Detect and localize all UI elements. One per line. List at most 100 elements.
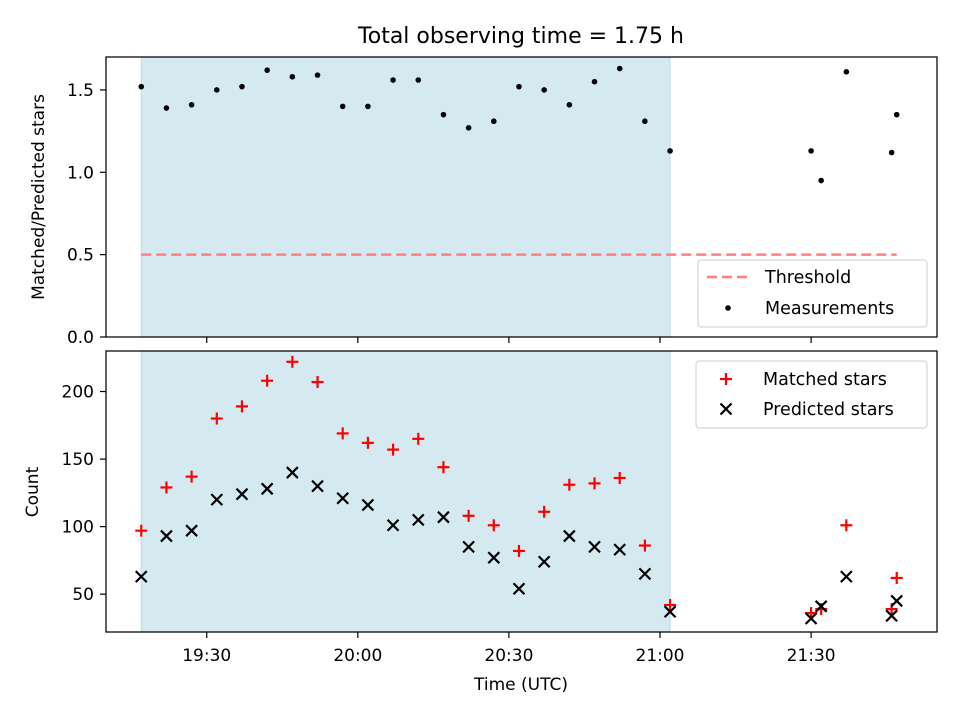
legend-predicted-label: Predicted stars bbox=[763, 400, 894, 420]
x-tick-label: 21:00 bbox=[636, 646, 685, 666]
measurement-point bbox=[591, 78, 598, 85]
measurement-point bbox=[516, 83, 522, 90]
measurement-point bbox=[667, 148, 673, 154]
predicted-star-point bbox=[134, 570, 148, 583]
top-shade-layer bbox=[140, 56, 671, 338]
bottom-y-tick-label: 50 bbox=[72, 585, 94, 605]
matched-star-point bbox=[261, 374, 274, 387]
measurement-point bbox=[808, 148, 814, 154]
predicted-star-point bbox=[512, 582, 526, 596]
bottom-panel: 19:30 20:00 20:30 21:00 21:30 50 100 150 200 Co… bbox=[23, 350, 938, 695]
bottom-star-points bbox=[134, 355, 903, 625]
measurement-point bbox=[214, 87, 220, 93]
predicted-star-point bbox=[411, 513, 425, 527]
matched-star-point bbox=[361, 436, 374, 449]
matched-star-point bbox=[563, 478, 576, 491]
top-y-ticks: 0.0 0.5 1.0 1.5 bbox=[67, 81, 106, 348]
top-x-ticks bbox=[206, 337, 812, 343]
matched-star-point bbox=[462, 509, 475, 522]
measurement-point bbox=[843, 69, 850, 75]
measurement-point bbox=[566, 101, 573, 108]
matched-star-point bbox=[512, 544, 525, 557]
bottom-observing-window bbox=[140, 350, 671, 633]
predicted-star-point bbox=[286, 466, 299, 479]
predicted-star-point bbox=[386, 518, 400, 532]
measurement-point bbox=[239, 83, 245, 90]
bottom-legend-box bbox=[695, 360, 928, 429]
measurement-point bbox=[440, 111, 447, 118]
matched-star-point bbox=[638, 539, 651, 552]
top-y-axis-label: Matched/Predicted stars bbox=[29, 94, 49, 300]
predicted-star-point bbox=[487, 551, 501, 564]
measurement-point bbox=[188, 101, 195, 108]
measurement-point bbox=[264, 67, 270, 73]
top-legend: Threshold Measurements bbox=[697, 259, 928, 328]
bottom-y-axis-label: Count bbox=[23, 466, 43, 517]
top-y-tick-label: 1.5 bbox=[67, 81, 94, 101]
chart-title: Total observing time = 1.75 h bbox=[357, 24, 684, 49]
matched-star-point bbox=[336, 427, 349, 440]
matched-star-point bbox=[613, 471, 626, 484]
x-tick-label: 19:30 bbox=[182, 646, 231, 666]
measurement-point bbox=[339, 103, 346, 110]
predicted-star-point bbox=[537, 555, 551, 569]
bottom-legend: Matched stars Predicted stars bbox=[695, 360, 928, 429]
matched-star-point bbox=[286, 355, 299, 368]
top-measurement-points bbox=[138, 65, 900, 184]
predicted-star-point bbox=[260, 482, 274, 496]
measurement-point bbox=[616, 65, 623, 72]
measurement-point bbox=[390, 77, 396, 83]
bottom-y-tick-label: 200 bbox=[62, 383, 94, 403]
matched-star-point bbox=[387, 443, 400, 456]
x-tick-label: 20:00 bbox=[333, 646, 382, 666]
matched-star-point bbox=[890, 571, 903, 584]
matched-star-point bbox=[160, 481, 173, 494]
predicted-star-point bbox=[814, 600, 828, 613]
measurement-point bbox=[642, 118, 648, 125]
top-y-tick-label: 1.0 bbox=[67, 163, 94, 183]
matched-star-point bbox=[437, 461, 450, 474]
bottom-x-ticks: 19:30 20:00 20:30 21:00 21:30 bbox=[182, 632, 836, 666]
legend-threshold-label: Threshold bbox=[764, 268, 851, 288]
matched-star-point bbox=[185, 470, 198, 483]
measurement-point bbox=[893, 111, 900, 118]
matched-star-point bbox=[588, 477, 601, 490]
predicted-star-point bbox=[890, 594, 903, 608]
bottom-y-tick-label: 150 bbox=[62, 450, 94, 470]
measurement-point bbox=[818, 177, 824, 184]
legend-x-glyph bbox=[719, 402, 733, 416]
matched-star-point bbox=[311, 376, 324, 389]
matched-star-point bbox=[235, 400, 248, 413]
predicted-star-point bbox=[235, 487, 249, 501]
measurement-point bbox=[541, 87, 547, 93]
measurement-point bbox=[314, 72, 321, 78]
legend-measurements-marker bbox=[725, 305, 731, 311]
top-plot-frame bbox=[105, 56, 938, 338]
legend-predicted-marker bbox=[719, 402, 733, 416]
bottom-shade-layer bbox=[140, 350, 671, 633]
matched-star-point bbox=[135, 524, 148, 537]
predicted-star-point bbox=[563, 529, 576, 543]
predicted-star-point bbox=[437, 510, 450, 524]
predicted-star-point bbox=[588, 540, 601, 554]
measurement-point bbox=[888, 149, 895, 156]
matched-star-point bbox=[840, 519, 853, 532]
top-observing-window bbox=[140, 56, 671, 338]
bottom-plot-frame bbox=[105, 350, 938, 633]
matched-star-point bbox=[210, 412, 223, 425]
predicted-star-point bbox=[638, 567, 652, 581]
top-panel: 0.0 0.5 1.0 1.5 Matched/Predicted stars Thr… bbox=[29, 56, 938, 348]
predicted-star-point bbox=[804, 612, 818, 625]
legend-matched-marker bbox=[720, 373, 732, 385]
predicted-star-point bbox=[311, 479, 324, 493]
x-tick-label: 21:30 bbox=[787, 646, 836, 666]
predicted-star-point bbox=[462, 540, 475, 554]
predicted-star-point bbox=[840, 570, 853, 583]
bottom-y-ticks: 50 100 150 200 bbox=[62, 383, 106, 605]
measurement-point bbox=[138, 83, 145, 90]
measurement-point bbox=[415, 77, 422, 83]
x-tick-label: 20:30 bbox=[484, 646, 533, 666]
matched-star-point bbox=[487, 519, 500, 532]
predicted-star-point bbox=[613, 543, 626, 556]
